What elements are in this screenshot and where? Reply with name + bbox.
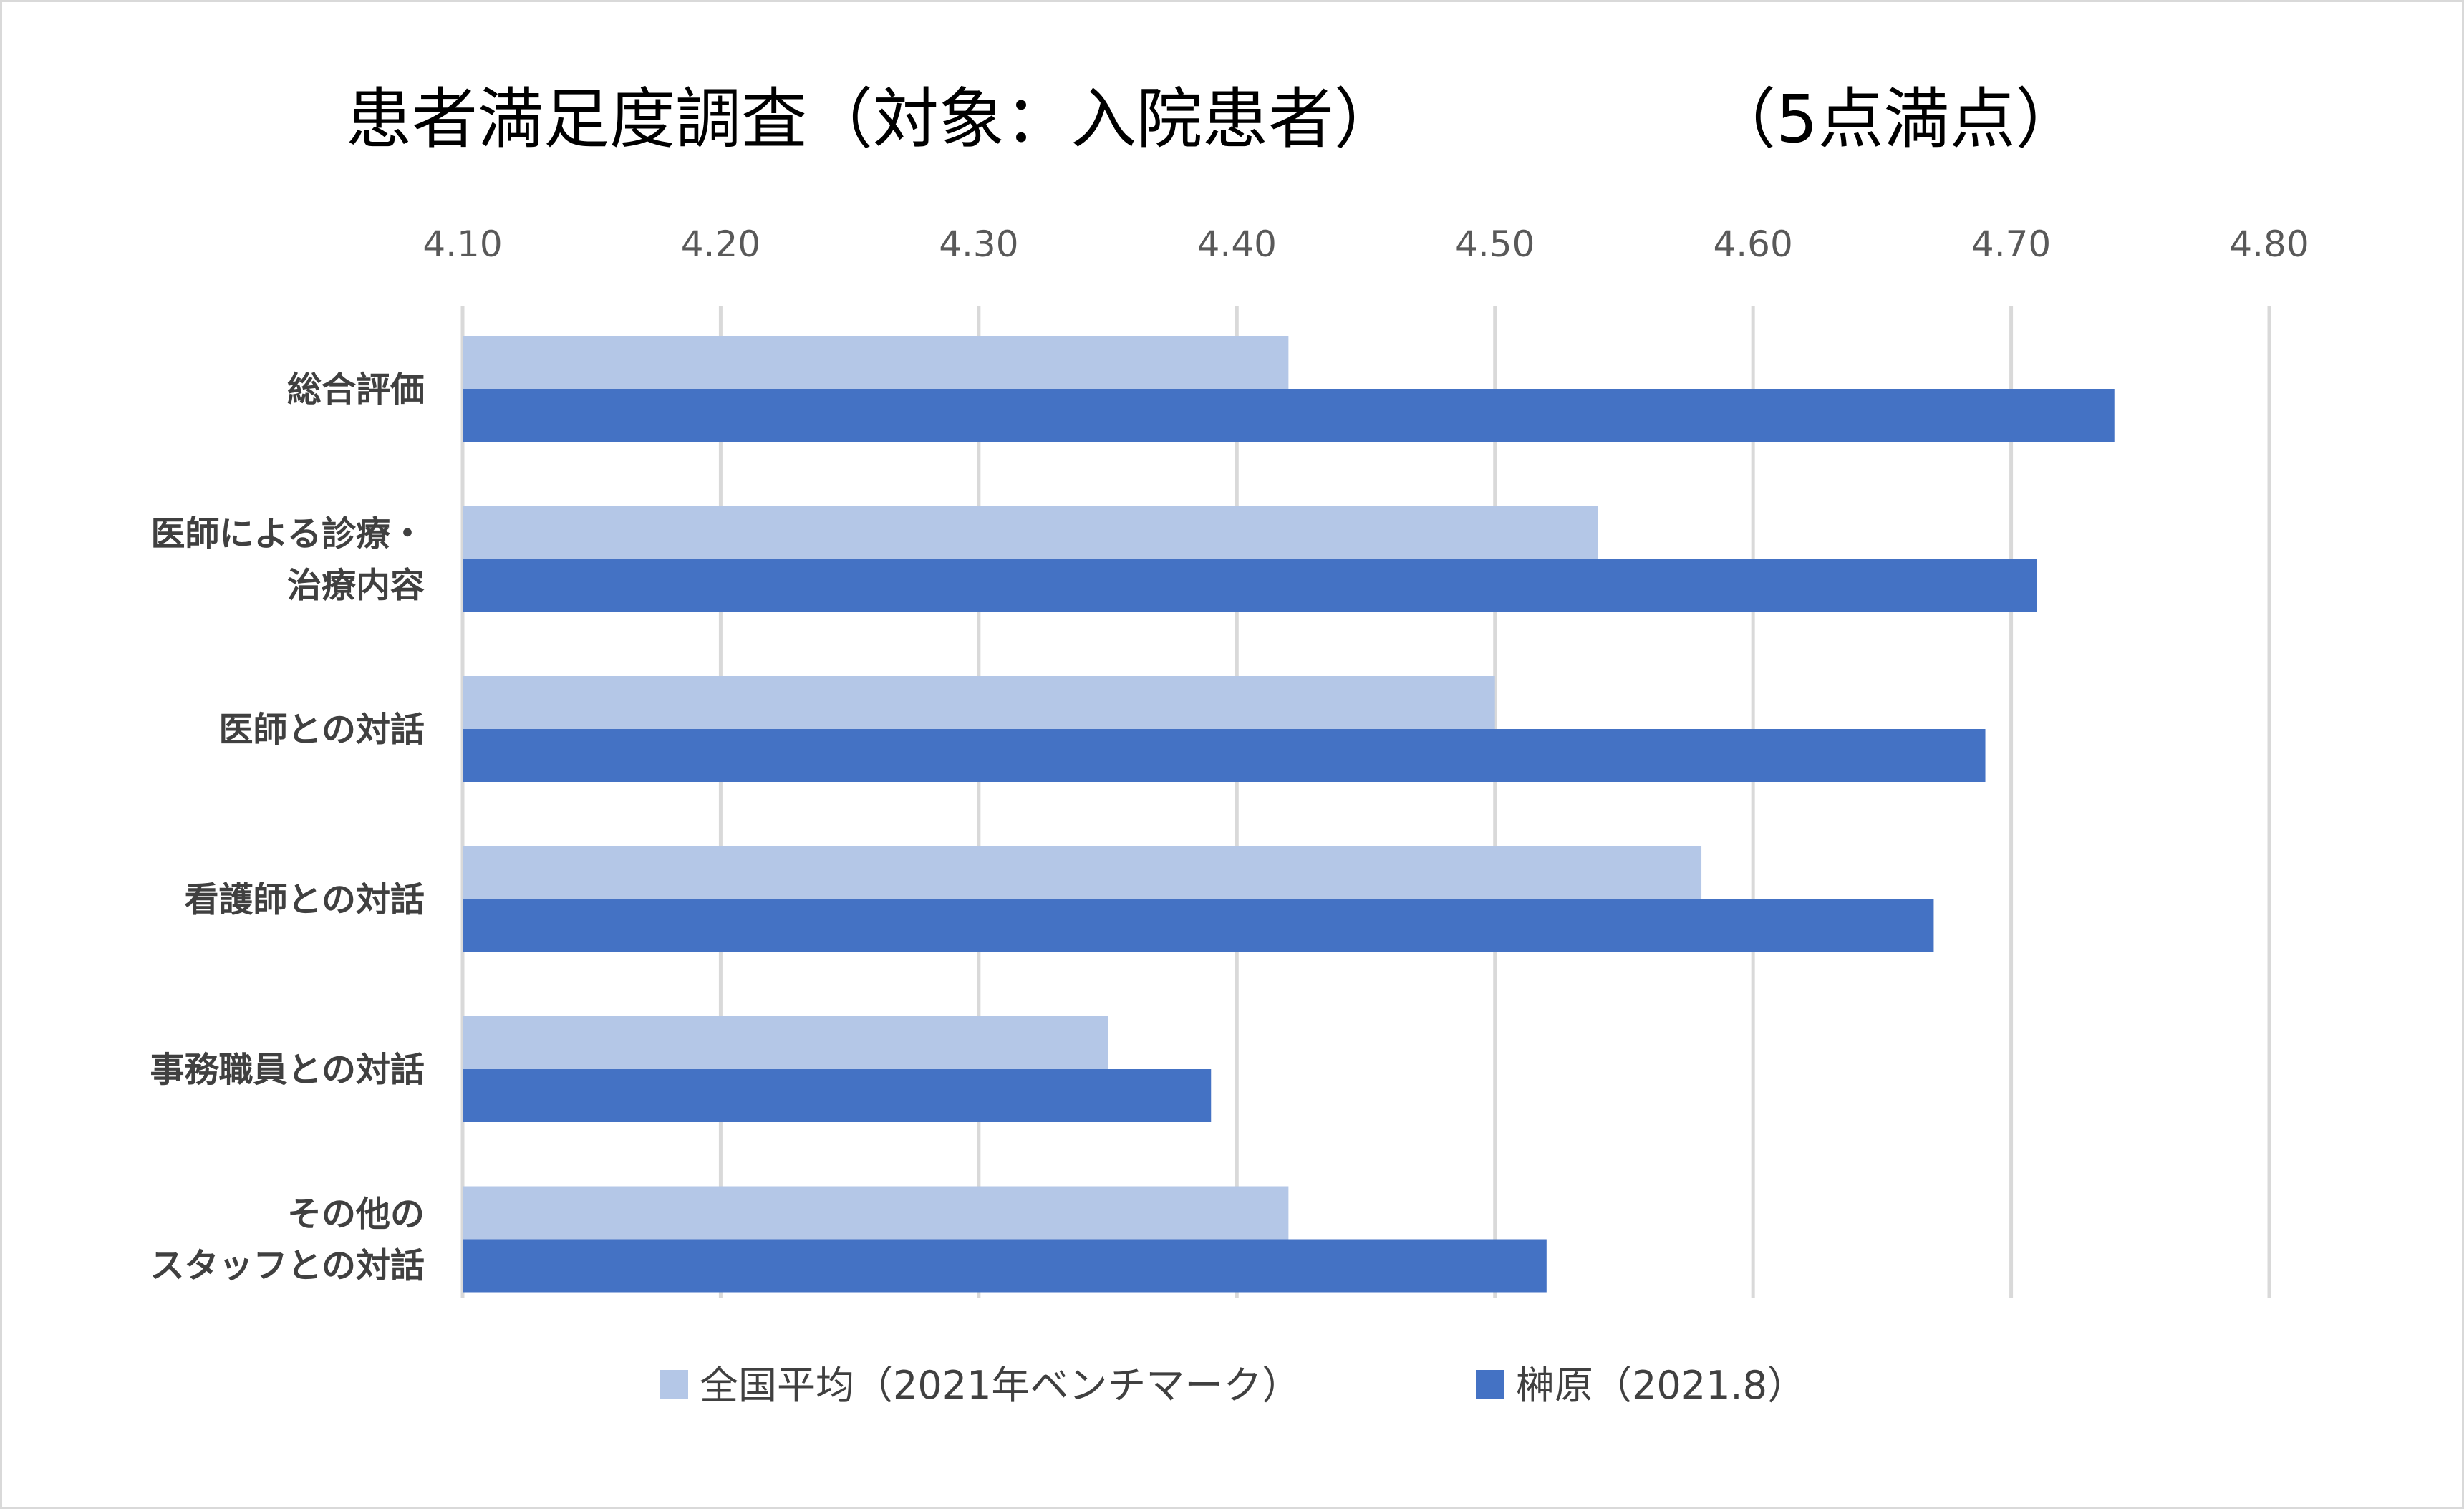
category-label: スタッフとの対話: [150, 1246, 425, 1286]
legend-label-2: 榊原（2021.8）: [1516, 1363, 1806, 1408]
legend-swatch-1: [660, 1370, 688, 1399]
x-tick-label: 4.40: [1197, 223, 1277, 265]
category-labels: 総合評価医師による診療・治療内容医師との対話看護師との対話事務職員との対話その他…: [150, 370, 425, 1286]
bar-series1-cat4: [463, 846, 1702, 899]
category-label: 治療内容: [287, 566, 425, 606]
legend: 全国平均（2021年ベンチマーク） 榊原（2021.8）: [660, 1363, 1806, 1408]
bar-series2-cat1: [463, 389, 2115, 442]
bar-series2-cat5: [463, 1069, 1212, 1122]
category-label: 看護師との対話: [184, 880, 425, 920]
chart-title: 患者満足度調査（対象：入院患者）: [346, 81, 1400, 158]
gridlines: [460, 306, 2271, 1298]
x-tick-label: 4.10: [422, 223, 502, 265]
x-tick-label: 4.30: [939, 223, 1018, 265]
chart-subtitle: （5点満点）: [1710, 81, 2082, 158]
bar-series2-cat2: [463, 559, 2037, 612]
x-tick-label: 4.70: [1971, 223, 2051, 265]
x-tick-label: 4.20: [681, 223, 760, 265]
bar-series1-cat2: [463, 506, 1598, 559]
bar-series1-cat1: [463, 336, 1289, 389]
bars: [463, 336, 2115, 1293]
legend-swatch-2: [1476, 1370, 1504, 1399]
bar-series2-cat4: [463, 899, 1934, 952]
category-label: 事務職員との対話: [150, 1050, 425, 1090]
category-label: その他の: [287, 1194, 425, 1235]
x-axis-ticks: 4.10 4.20 4.30 4.40 4.50 4.60 4.70 4.80: [422, 223, 2309, 265]
bar-series1-cat3: [463, 676, 1495, 729]
category-label: 医師との対話: [218, 710, 425, 750]
category-label: 医師による診療・: [150, 514, 425, 554]
bar-series1-cat6: [463, 1186, 1289, 1240]
legend-label-1: 全国平均（2021年ベンチマーク）: [700, 1363, 1300, 1408]
bar-series2-cat6: [463, 1239, 1547, 1293]
x-tick-label: 4.80: [2229, 223, 2309, 265]
category-label: 総合評価: [287, 370, 425, 410]
x-tick-label: 4.60: [1713, 223, 1792, 265]
bar-series2-cat3: [463, 729, 1986, 782]
bar-series1-cat5: [463, 1016, 1108, 1069]
x-tick-label: 4.50: [1455, 223, 1535, 265]
